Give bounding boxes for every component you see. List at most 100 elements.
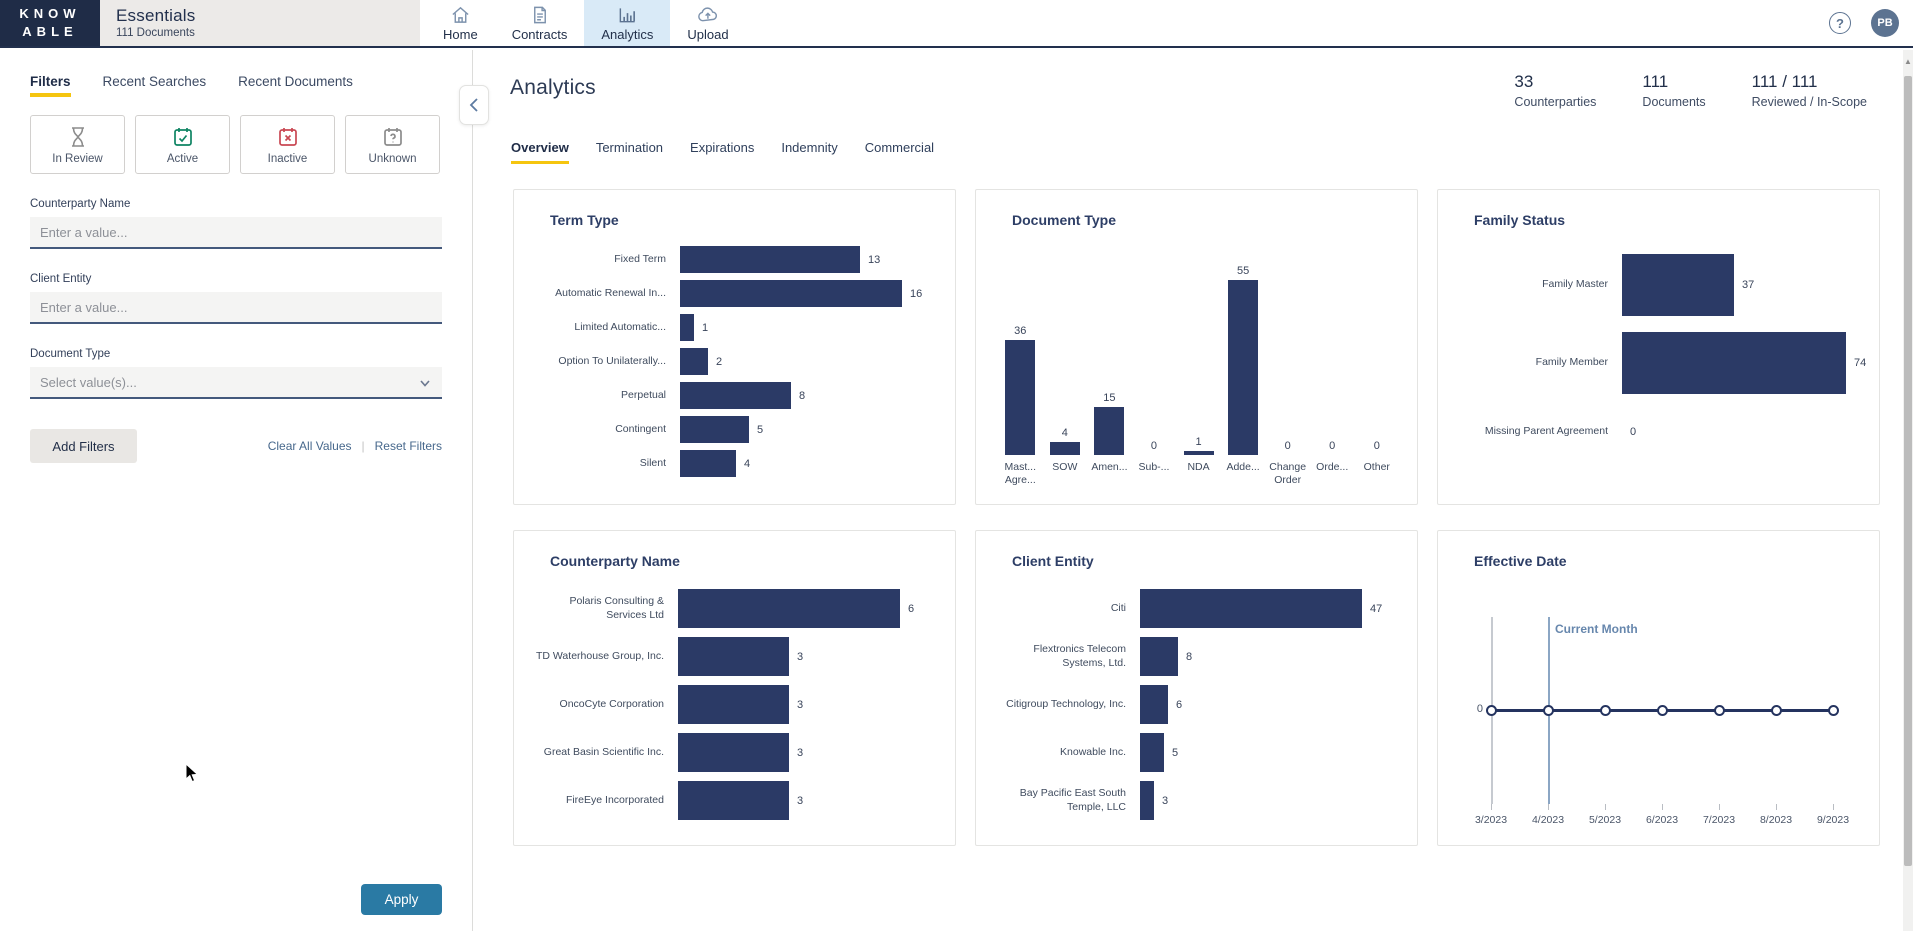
bar[interactable] (1622, 332, 1846, 394)
bar[interactable] (1094, 407, 1125, 455)
field-counterparty-name: Counterparty Name (0, 198, 472, 249)
status-filter-active[interactable]: Active (135, 115, 230, 174)
status-filters: In Review Active Inactive Unknown (0, 97, 472, 174)
add-filters-button[interactable]: Add Filters (30, 429, 137, 463)
analytics-tabs: Overview Termination Expirations Indemni… (511, 140, 934, 164)
bar-column: 0 (1132, 440, 1177, 455)
nav-upload[interactable]: Upload (670, 0, 745, 46)
field-label: Client Entity (30, 273, 92, 285)
card-effective-date: Effective Date Current Month 0 3/2023 4/202… (1437, 530, 1880, 846)
client-entity-input[interactable] (30, 292, 442, 324)
link-divider: | (361, 439, 365, 453)
calendar-question-icon (383, 127, 402, 146)
chart-cards-grid: Term Type Fixed Term 13 Automatic Renewal … (513, 189, 1880, 846)
cloud-upload-icon (698, 7, 717, 22)
x-tick-label: 7/2023 (1702, 814, 1736, 826)
bar[interactable] (680, 314, 694, 341)
category-label: Automatic Renewal In... (555, 286, 666, 299)
bar[interactable] (1140, 637, 1178, 676)
scroll-up-icon[interactable]: ▲ (1904, 57, 1912, 66)
chevron-left-icon (469, 98, 478, 112)
bar[interactable] (678, 589, 900, 628)
data-point[interactable] (1827, 704, 1839, 716)
bar[interactable] (1005, 340, 1036, 455)
nav-home[interactable]: Home (426, 0, 495, 46)
bar-row: Perpetual 8 (534, 382, 931, 409)
sidebar-collapse-button[interactable] (459, 85, 489, 125)
category-label: Great Basin Scientific Inc. (543, 745, 664, 758)
tab-commercial[interactable]: Commercial (864, 140, 935, 155)
bar-row: Family Master 37 (1458, 254, 1855, 316)
value-label: 0 (1150, 440, 1158, 452)
tab-termination[interactable]: Termination (595, 140, 664, 155)
value-label: 55 (1236, 265, 1250, 277)
nav-analytics[interactable]: Analytics (584, 0, 671, 46)
nav-label: Upload (687, 27, 729, 42)
reset-filters-link[interactable]: Reset Filters (374, 439, 442, 453)
card-title: Document Type (1012, 212, 1116, 228)
counterparty-name-input[interactable] (30, 217, 442, 249)
bar[interactable] (680, 416, 749, 443)
avatar[interactable]: PB (1871, 9, 1899, 37)
data-point[interactable] (1770, 704, 1782, 716)
status-filter-unknown[interactable]: Unknown (345, 115, 440, 174)
bar[interactable] (678, 637, 789, 676)
bar[interactable] (1140, 781, 1154, 820)
value-label: 74 (1854, 357, 1867, 369)
bar-row: Flextronics Telecom Systems, Ltd. 8 (996, 637, 1393, 676)
data-point[interactable] (1656, 704, 1668, 716)
category-label: Knowable Inc. (1060, 745, 1126, 758)
scrollbar-thumb[interactable] (1904, 76, 1912, 866)
bar[interactable] (678, 733, 789, 772)
data-point[interactable] (1713, 704, 1725, 716)
data-point[interactable] (1485, 704, 1497, 716)
field-label: Document Type (30, 348, 111, 360)
value-label: 5 (757, 423, 764, 436)
nav-label: Analytics (601, 27, 654, 42)
question-circle-icon[interactable]: ? (1829, 12, 1851, 34)
bar[interactable] (680, 382, 791, 409)
value-label: 8 (799, 389, 806, 402)
current-month-label: Current Month (1555, 622, 1638, 636)
category-label: Bay Pacific East South Temple, LLC (1019, 786, 1126, 813)
bar[interactable] (680, 246, 860, 273)
bar[interactable] (680, 280, 902, 307)
tab-recent-searches[interactable]: Recent Searches (102, 74, 207, 89)
bar-row: Contingent 5 (534, 416, 931, 443)
bar[interactable] (1140, 685, 1168, 724)
field-document-type: Document Type (0, 348, 472, 399)
bar[interactable] (1049, 442, 1080, 455)
tab-indemnity[interactable]: Indemnity (781, 140, 838, 155)
stat-reviewed-in-scope: 111 / 111 Reviewed / In-Scope (1752, 72, 1867, 109)
tab-overview[interactable]: Overview (511, 140, 569, 164)
apply-button[interactable]: Apply (361, 884, 442, 915)
bar[interactable] (678, 781, 789, 820)
bar-row: Fixed Term 13 (534, 246, 931, 273)
status-filter-in-review[interactable]: In Review (30, 115, 125, 174)
calendar-x-icon (278, 127, 297, 146)
tab-expirations[interactable]: Expirations (690, 140, 755, 155)
bar[interactable] (1140, 733, 1164, 772)
bar[interactable] (678, 685, 789, 724)
bar[interactable] (1228, 280, 1259, 455)
data-point[interactable] (1542, 704, 1554, 716)
bar[interactable] (1622, 254, 1734, 316)
document-type-select[interactable] (30, 367, 442, 399)
bar[interactable] (680, 348, 708, 375)
category-label: Silent (639, 456, 666, 469)
clear-all-values-link[interactable]: Clear All Values (267, 439, 352, 453)
bar[interactable] (1140, 589, 1362, 628)
brand-logo[interactable]: KNOW ABLE (0, 0, 100, 46)
vertical-scrollbar[interactable]: ▲ (1903, 50, 1913, 931)
status-filter-inactive[interactable]: Inactive (240, 115, 335, 174)
bar[interactable] (1183, 451, 1214, 455)
bar-row: Family Member 74 (1458, 332, 1866, 394)
nav-contracts[interactable]: Contracts (495, 0, 585, 46)
value-label: 0 (1373, 440, 1380, 452)
bar[interactable] (680, 450, 736, 477)
field-label: Counterparty Name (30, 198, 131, 210)
data-point[interactable] (1599, 704, 1611, 716)
tab-recent-documents[interactable]: Recent Documents (238, 74, 353, 89)
tab-filters[interactable]: Filters (30, 74, 71, 97)
x-tick-label: 3/2023 (1474, 814, 1508, 826)
